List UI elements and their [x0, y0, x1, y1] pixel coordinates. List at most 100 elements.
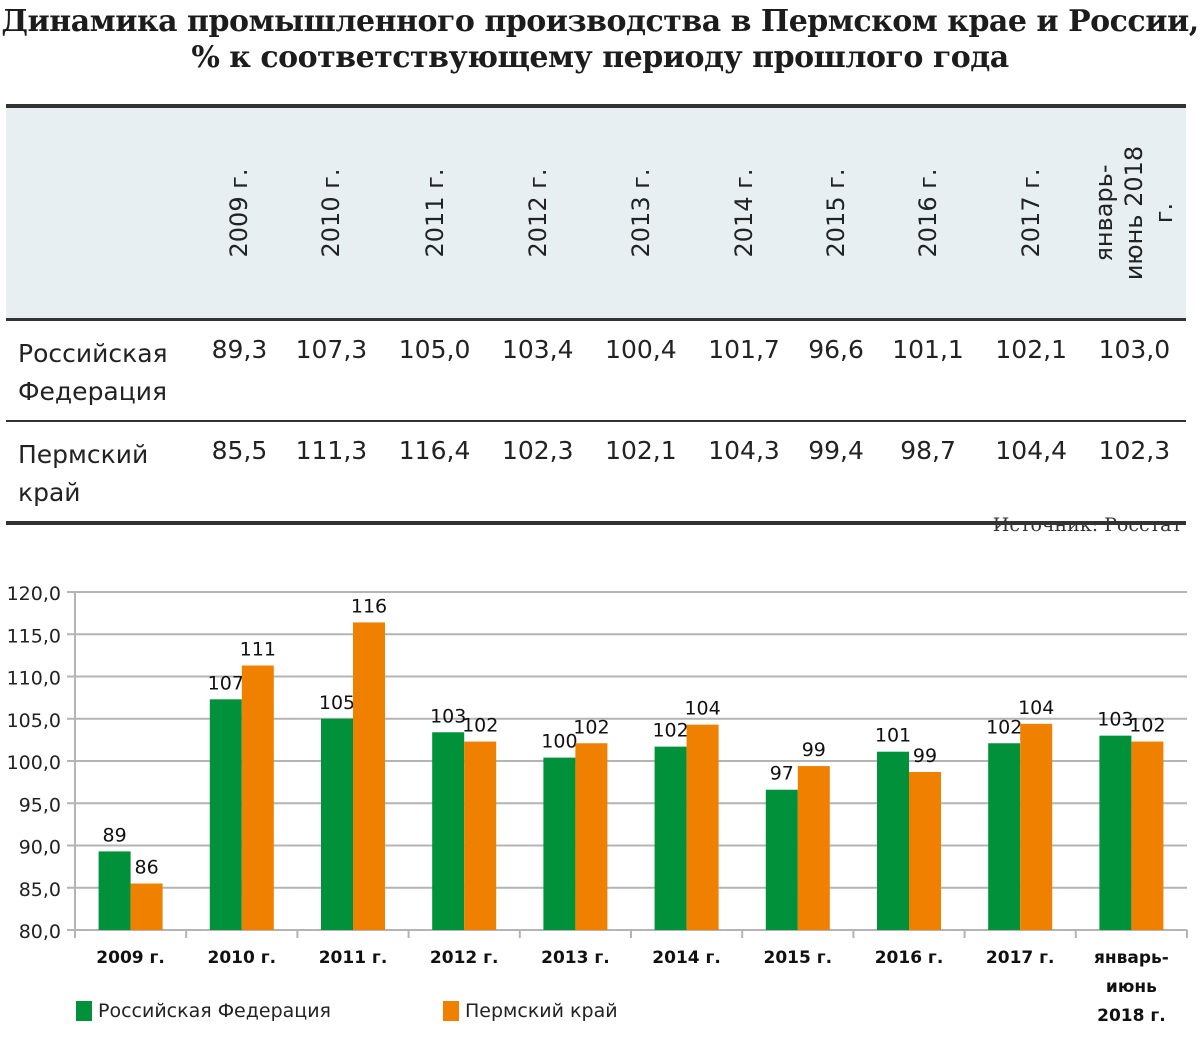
bar-perm	[909, 771, 941, 930]
data-label: 116	[351, 595, 387, 617]
bar-russia	[1099, 735, 1132, 930]
table-cell: 116,4	[383, 421, 487, 525]
bar-perm	[353, 622, 385, 930]
column-label: 2009 г.	[225, 168, 254, 258]
table-cell: 100,4	[589, 319, 693, 422]
data-label: 102	[1129, 715, 1165, 737]
data-label: 99	[913, 745, 937, 767]
column-label: 2011 г.	[420, 168, 449, 258]
table-row: Пермский край 85,5 111,3 116,4 102,3 102…	[6, 421, 1186, 525]
data-label: 102	[462, 715, 498, 737]
data-label: 101	[875, 725, 911, 747]
y-tick-label: 100,0	[7, 752, 61, 774]
legend-swatch-green	[76, 1001, 92, 1021]
table-cell: 102,1	[979, 319, 1083, 422]
x-tick-label: 2013 г.	[541, 948, 610, 968]
data-label: 86	[135, 857, 159, 879]
data-label: 99	[802, 739, 826, 761]
column-label: 2014 г.	[730, 168, 759, 258]
table-cell: 89,3	[199, 319, 280, 422]
data-label: 104	[1018, 697, 1054, 719]
table-header-cell: 2009 г.	[199, 104, 280, 321]
table-cell: 96,6	[795, 319, 877, 422]
y-tick-label: 95,0	[19, 794, 61, 816]
column-label: 2015 г.	[822, 168, 851, 258]
x-tick-label: 2015 г.	[764, 948, 833, 968]
title-line-1: Динамика промышленного производства в Пе…	[1, 4, 1199, 39]
column-label: 2017 г.	[1017, 168, 1046, 258]
table-header-cell: 2017 г.	[979, 104, 1083, 321]
row-label: Российская Федерация	[6, 319, 199, 422]
data-label: 100	[541, 731, 577, 753]
x-tick-label: 2017 г.	[986, 948, 1055, 968]
bar-russia	[432, 732, 465, 930]
bar-russia	[321, 718, 353, 930]
bar-russia	[877, 751, 909, 930]
bar-perm	[241, 665, 274, 930]
data-label: 105	[319, 692, 355, 714]
table-cell: 104,3	[692, 421, 796, 525]
table-header-cell: 2012 г.	[486, 104, 590, 321]
table-cell: 105,0	[383, 319, 487, 422]
data-label: 103	[1097, 709, 1133, 731]
x-tick-label: 2012 г.	[430, 948, 499, 968]
x-tick-label: 2009 г.	[96, 948, 165, 968]
legend-item-perm: Пермский край	[443, 1000, 618, 1022]
data-label: 97	[770, 763, 794, 785]
data-label: 111	[240, 639, 276, 661]
table-header-cell: 2015 г.	[795, 104, 877, 321]
column-label: 2010 г.	[317, 168, 346, 258]
data-label: 102	[573, 716, 609, 738]
table-cell: 101,1	[876, 319, 980, 422]
bar-chart: 80,0 85,0 90,0 95,0 100,0 105,0 110,0 115,0 120,…	[7, 583, 1188, 1026]
y-tick-label: 105,0	[7, 710, 61, 732]
table-cell: 107,3	[279, 319, 383, 422]
x-tick-label: 2011 г.	[319, 948, 388, 968]
bar-russia	[654, 746, 687, 930]
table-header-cell: январь-июнь 2018 г.	[1082, 104, 1186, 321]
bar-perm	[1020, 723, 1053, 930]
x-tick-label: январь-	[1094, 948, 1169, 968]
y-tick-label: 120,0	[7, 583, 61, 605]
data-label: 102	[986, 716, 1022, 738]
table-cell: 103,0	[1082, 319, 1186, 422]
x-tick-label: 2016 г.	[875, 948, 944, 968]
table-row: Российская Федерация 89,3 107,3 105,0 10…	[6, 319, 1186, 422]
bar-perm	[464, 741, 497, 930]
legend-label: Российская Федерация	[98, 1000, 331, 1022]
table-cell: 102,3	[1082, 421, 1186, 525]
table-cell: 102,1	[589, 421, 693, 525]
bar-russia	[543, 757, 576, 930]
page-title: Динамика промышленного производства в Пе…	[0, 4, 1200, 76]
data-label: 103	[430, 705, 466, 727]
column-label: 2016 г.	[914, 168, 943, 258]
x-tick-label: июнь	[1106, 977, 1157, 997]
column-label: 2013 г.	[626, 168, 655, 258]
table-cell: 98,7	[876, 421, 980, 525]
table-header-cell: 2016 г.	[876, 104, 980, 321]
x-tick-label: 2014 г.	[652, 948, 721, 968]
data-label: 89	[103, 824, 127, 846]
table-cell: 103,4	[486, 319, 590, 422]
y-tick-label: 80,0	[19, 921, 61, 943]
bar-perm	[686, 724, 719, 930]
legend-label: Пермский край	[465, 1000, 618, 1022]
bar-perm	[797, 766, 830, 930]
table-header-corner	[6, 104, 199, 321]
bar-russia	[988, 743, 1021, 930]
data-table: 2009 г. 2010 г. 2011 г. 2012 г. 2013 г. …	[6, 104, 1186, 525]
column-label: 2012 г.	[523, 168, 552, 258]
row-label: Пермский край	[6, 421, 199, 525]
data-label: 107	[208, 672, 244, 694]
bar-perm	[130, 883, 163, 930]
x-tick-label: 2010 г.	[208, 948, 277, 968]
source-note: Источник: Росстат	[992, 514, 1182, 536]
data-label: 104	[684, 698, 720, 720]
table-cell: 104,4	[979, 421, 1083, 525]
bar-russia	[209, 699, 242, 930]
table-header-cell: 2011 г.	[383, 104, 487, 321]
x-tick-label: 2018 г.	[1097, 1006, 1166, 1026]
table-cell: 85,5	[199, 421, 280, 525]
table-cell: 101,7	[692, 319, 796, 422]
y-tick-label: 110,0	[7, 668, 61, 690]
